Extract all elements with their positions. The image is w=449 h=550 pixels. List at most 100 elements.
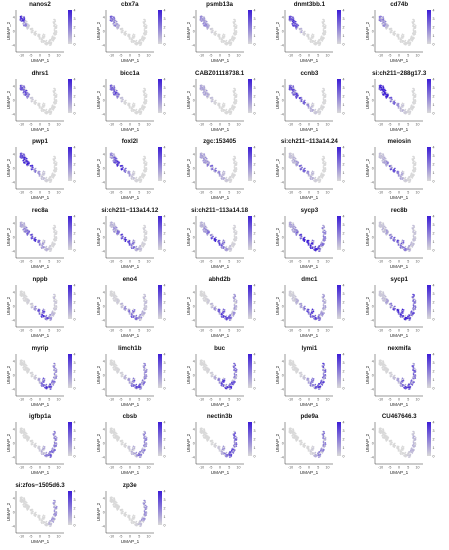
- x-tick-label: 5: [228, 191, 230, 195]
- colorbar-tick-label: 1: [163, 102, 165, 106]
- y-tick-label: 4: [372, 153, 374, 157]
- cell-point: [290, 157, 293, 159]
- x-tick-label: -10: [288, 54, 293, 58]
- colorbar-tick-label: 3: [253, 85, 255, 89]
- cell-point: [311, 105, 313, 108]
- y-tick-label: 4: [192, 84, 194, 88]
- cell-point: [313, 42, 316, 45]
- x-tick-label: 5: [48, 54, 50, 58]
- cell-point: [313, 180, 316, 182]
- cell-point: [321, 108, 324, 110]
- cell-point: [45, 44, 48, 46]
- cell-point: [384, 92, 387, 95]
- cell-point: [234, 33, 237, 35]
- cell-point: [128, 175, 130, 178]
- cell-point: [113, 86, 115, 89]
- y-tick-label: 4: [103, 84, 105, 88]
- cell-point: [397, 33, 399, 35]
- cell-point: [30, 96, 33, 99]
- cell-point: [141, 177, 144, 179]
- colorbar-tick-label: 3: [343, 85, 345, 89]
- cell-point: [38, 175, 41, 178]
- cell-point: [300, 168, 303, 171]
- cell-point: [113, 88, 115, 90]
- cell-point: [224, 43, 227, 46]
- cell-point: [233, 166, 235, 169]
- cell-point: [293, 22, 296, 25]
- cell-point: [214, 99, 217, 101]
- x-tick-label: 5: [48, 191, 50, 195]
- cell-point: [19, 156, 22, 159]
- x-tick-label: -10: [378, 54, 383, 58]
- cell-point: [233, 161, 235, 163]
- x-tick-label: -10: [378, 122, 383, 126]
- cell-point: [55, 27, 58, 29]
- cell-point: [124, 99, 127, 101]
- cell-point: [318, 108, 320, 110]
- cell-point: [213, 34, 216, 36]
- cell-point: [393, 34, 395, 36]
- cell-point: [300, 98, 303, 100]
- cell-point: [136, 41, 139, 44]
- cell-point: [143, 161, 145, 163]
- colorbar-tick-label: 4: [74, 8, 76, 12]
- cell-point: [414, 160, 416, 163]
- cell-point: [322, 169, 324, 172]
- cell-point: [224, 109, 227, 112]
- colorbar-tick-label: 4: [433, 77, 435, 81]
- cell-point: [41, 36, 44, 39]
- cell-point: [233, 21, 235, 23]
- cell-point: [223, 111, 226, 114]
- cell-point: [232, 108, 234, 111]
- cell-point: [318, 179, 321, 181]
- cell-point: [206, 23, 209, 25]
- cell-point: [55, 23, 57, 26]
- cell-point: [21, 86, 24, 88]
- cell-point: [19, 155, 21, 158]
- x-tick-label: 10: [56, 122, 60, 126]
- y-tick-label: 4: [372, 84, 374, 88]
- cell-point: [411, 172, 413, 175]
- y-tick-label: 4: [372, 15, 374, 19]
- cell-point: [45, 39, 47, 42]
- cell-point: [49, 42, 52, 45]
- cell-point: [45, 177, 47, 179]
- cell-point: [120, 100, 123, 102]
- cell-point: [414, 101, 417, 104]
- y-axis-label: UMAP_2: [186, 21, 191, 40]
- cell-point: [42, 104, 45, 107]
- cell-point: [294, 159, 296, 162]
- cell-point: [391, 96, 393, 99]
- cell-point: [43, 41, 45, 43]
- cell-point: [34, 171, 37, 174]
- cell-point: [27, 94, 30, 96]
- cell-point: [234, 31, 237, 33]
- y-axis-label: UMAP_2: [96, 90, 101, 109]
- x-tick-label: 0: [308, 54, 310, 58]
- cell-point: [228, 181, 231, 184]
- x-tick-label: 5: [318, 191, 320, 195]
- cell-point: [310, 38, 312, 40]
- cell-point: [44, 180, 46, 182]
- cell-point: [124, 103, 126, 105]
- colorbar-tick-label: 4: [163, 77, 165, 81]
- cell-point: [143, 93, 145, 96]
- cell-point: [411, 177, 413, 179]
- cell-point: [321, 175, 324, 177]
- cell-point: [392, 170, 395, 172]
- cell-point: [223, 35, 225, 38]
- cell-point: [381, 88, 383, 90]
- cell-point: [33, 169, 36, 171]
- cell-point: [203, 161, 205, 164]
- x-tick-label: -5: [299, 122, 302, 126]
- cell-point: [234, 96, 236, 98]
- cell-point: [384, 88, 386, 90]
- cell-point: [211, 31, 213, 33]
- feature-plot-panel: ccnb3 -10 -5 0 5 10 -4 0 4 UMAP_1 UMAP_2 0 1 2 3 4: [273, 69, 363, 138]
- cell-point: [55, 233, 58, 235]
- cell-point: [145, 170, 147, 173]
- cell-point: [324, 158, 326, 160]
